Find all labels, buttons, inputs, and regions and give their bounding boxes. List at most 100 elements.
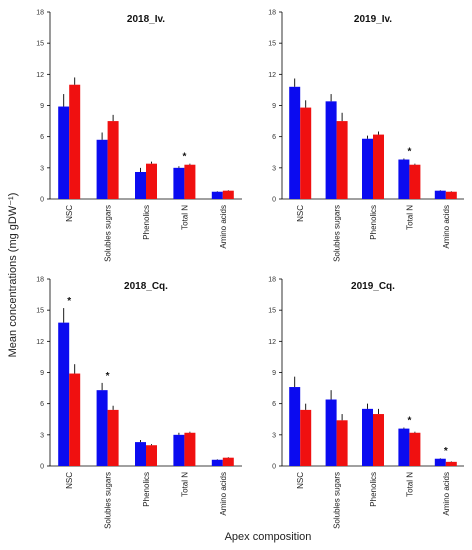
chart-panel: 0 3 6 9 12 15 18 2018_Cq. NSC Solubles sugars Phen… [36, 277, 242, 529]
y-tick-label: 6 [272, 401, 276, 408]
y-tick-label: 3 [272, 165, 276, 172]
category-label: Solubles sugars [333, 472, 342, 529]
y-tick-label: 12 [268, 339, 276, 346]
panel-title: 2018_Cq. [124, 281, 168, 292]
y-tick-label: 0 [272, 464, 276, 471]
bar [135, 442, 146, 466]
significance-star: * [444, 446, 448, 457]
category-label: Phenolics [142, 205, 151, 240]
bar [222, 457, 234, 466]
y-tick-label: 15 [268, 41, 276, 48]
y-tick-label: 9 [272, 103, 276, 110]
category-label: Total N [180, 472, 189, 497]
bar [373, 414, 384, 466]
y-tick-label: 3 [40, 165, 44, 172]
bar [398, 159, 410, 199]
bar [211, 459, 223, 466]
bar [398, 428, 410, 466]
y-tick-label: 0 [40, 197, 44, 204]
category-label: Phenolics [369, 472, 378, 507]
bar [96, 390, 108, 466]
bar [289, 387, 301, 466]
category-label: NSC [65, 205, 74, 222]
category-label: Solubles sugars [104, 472, 113, 529]
category-label: Amino acids [219, 205, 228, 249]
category-label: Phenolics [369, 205, 378, 240]
bar [173, 434, 185, 466]
bar [409, 432, 421, 466]
panels-group: 0 3 6 9 12 15 18 2018_Iv. NSC Solubles sugars Phen… [36, 10, 464, 529]
significance-star: * [182, 152, 186, 163]
bar [445, 461, 457, 466]
panel-title: 2019_Iv. [354, 14, 392, 25]
y-tick-label: 12 [36, 339, 44, 346]
bar [445, 191, 457, 199]
significance-star: * [67, 296, 71, 307]
bar [336, 420, 348, 466]
y-tick-label: 0 [272, 197, 276, 204]
bar [409, 164, 421, 199]
bar [289, 86, 301, 199]
category-label: NSC [65, 472, 74, 489]
y-tick-label: 15 [36, 308, 44, 315]
y-tick-label: 18 [36, 277, 44, 284]
bar [69, 84, 81, 199]
category-label: Solubles sugars [104, 205, 113, 262]
bar [434, 190, 446, 199]
panel-title: 2018_Iv. [127, 14, 165, 25]
bar [173, 167, 185, 199]
category-label: NSC [296, 472, 305, 489]
category-label: Solubles sugars [333, 205, 342, 262]
y-tick-label: 6 [40, 401, 44, 408]
y-tick-label: 12 [268, 72, 276, 79]
bar [107, 121, 119, 199]
bar [146, 445, 157, 466]
bar [107, 409, 119, 466]
bar [325, 399, 337, 466]
significance-star: * [407, 146, 411, 157]
bar [58, 322, 70, 466]
y-tick-label: 0 [40, 464, 44, 471]
category-label: Total N [180, 205, 189, 230]
category-label: Phenolics [142, 472, 151, 507]
y-tick-label: 6 [272, 134, 276, 141]
bar [325, 101, 337, 199]
category-label: Amino acids [219, 472, 228, 516]
y-tick-label: 15 [268, 308, 276, 315]
bar [69, 373, 81, 466]
category-label: Amino acids [442, 472, 451, 516]
y-tick-label: 12 [36, 72, 44, 79]
y-tick-label: 6 [40, 134, 44, 141]
bar [222, 190, 234, 199]
bar [362, 138, 373, 199]
bar [373, 134, 384, 199]
bar [300, 107, 312, 199]
category-label: Amino acids [442, 205, 451, 249]
y-tick-label: 9 [272, 370, 276, 377]
category-label: Total N [405, 472, 414, 497]
y-axis-label: Mean concentrations (mg gDW⁻¹) [7, 193, 19, 358]
bar [96, 139, 108, 199]
y-tick-label: 15 [36, 41, 44, 48]
bar [58, 106, 70, 199]
y-tick-label: 18 [36, 10, 44, 17]
bar [300, 409, 312, 466]
bar [336, 121, 348, 199]
y-tick-label: 9 [40, 370, 44, 377]
x-axis-label: Apex composition [225, 531, 312, 543]
significance-star: * [407, 416, 411, 427]
y-tick-label: 18 [268, 10, 276, 17]
chart-panel: 0 3 6 9 12 15 18 2019_Iv. NSC Solubles sugars Phen… [268, 10, 464, 262]
category-label: Total N [405, 205, 414, 230]
bar [434, 458, 446, 466]
bar [135, 171, 146, 199]
y-tick-label: 3 [272, 432, 276, 439]
y-tick-label: 3 [40, 432, 44, 439]
bar [146, 163, 157, 199]
bar [184, 432, 196, 466]
bar [211, 191, 223, 199]
bar [184, 164, 196, 199]
y-tick-label: 18 [268, 277, 276, 284]
chart-panel: 0 3 6 9 12 15 18 2018_Iv. NSC Solubles sugars Phen… [36, 10, 242, 262]
